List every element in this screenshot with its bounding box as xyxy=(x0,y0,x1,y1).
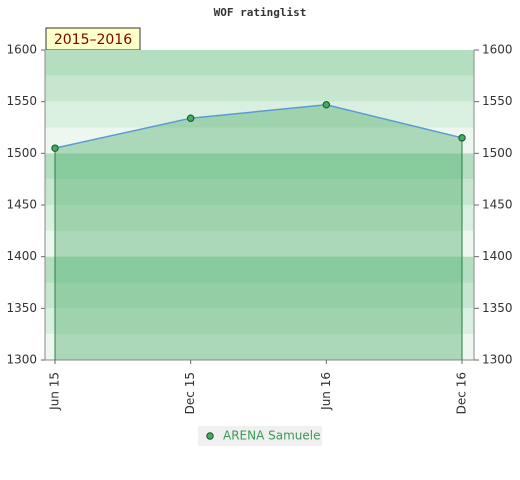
point xyxy=(458,134,466,142)
legend-label: ARENA Samuele xyxy=(223,429,321,443)
annotation: 2015–2016 xyxy=(54,32,132,48)
background-stripe xyxy=(45,127,474,154)
chart-title: WOF ratinglist xyxy=(214,6,307,19)
background-stripe xyxy=(45,282,474,309)
background-stripe xyxy=(45,50,474,76)
y2-tick-label: 1600 xyxy=(482,43,513,57)
line xyxy=(54,104,463,149)
background-stripe xyxy=(45,256,474,283)
area xyxy=(55,104,462,361)
x-tick-label: Dec 15 xyxy=(183,372,197,414)
point xyxy=(322,101,331,109)
y2-tick-label: 1500 xyxy=(482,146,513,160)
legend-marker xyxy=(206,432,214,440)
background-stripe xyxy=(45,179,474,205)
background-stripe xyxy=(45,75,474,102)
background-stripe xyxy=(45,308,474,335)
y2-tick-label: 1400 xyxy=(482,249,513,263)
y2-tick-label: 1450 xyxy=(482,198,513,212)
y-tick-label: 1500 xyxy=(6,146,37,160)
y-tick-label: 1350 xyxy=(6,301,37,315)
x-tick-label: Jun 16 xyxy=(319,372,333,411)
background-stripe xyxy=(45,334,474,360)
point xyxy=(51,144,59,152)
x-tick-label: Dec 16 xyxy=(455,372,469,414)
background-stripe xyxy=(45,153,474,180)
y2-tick-label: 1300 xyxy=(482,353,513,367)
background-stripe xyxy=(45,230,474,257)
y-tick-label: 1550 xyxy=(6,94,37,108)
legend xyxy=(198,426,322,446)
x-tick-label: Jun 15 xyxy=(48,372,62,411)
y-tick-label: 1600 xyxy=(6,43,37,57)
y2-tick-label: 1550 xyxy=(482,94,513,108)
background-stripe xyxy=(45,205,474,231)
y-tick-label: 1300 xyxy=(6,353,37,367)
y-tick-label: 1400 xyxy=(6,249,37,263)
y2-tick-label: 1350 xyxy=(482,301,513,315)
y-tick-label: 1450 xyxy=(6,198,37,212)
point xyxy=(186,114,195,122)
